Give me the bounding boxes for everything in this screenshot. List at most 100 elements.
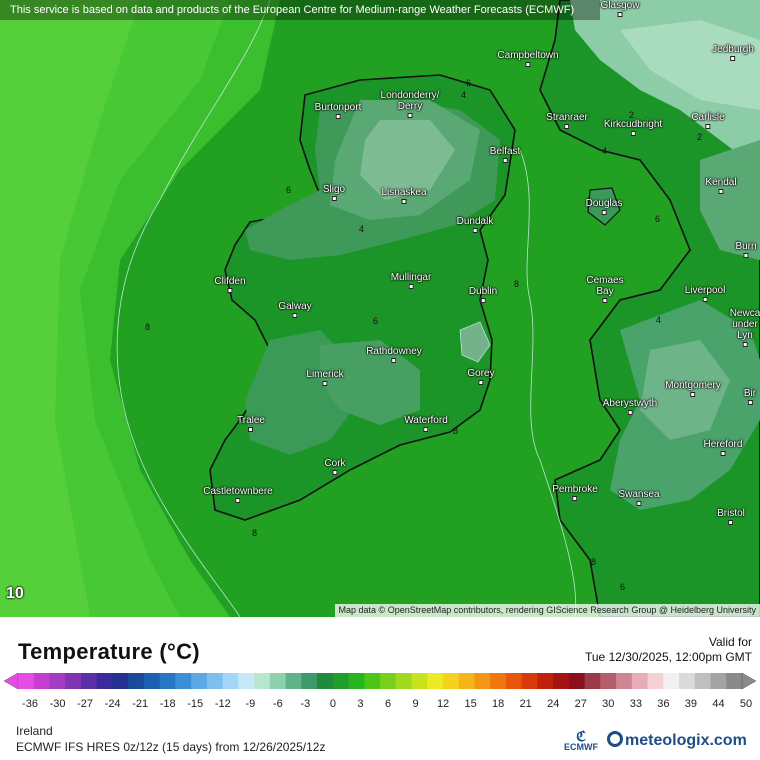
scale-tick-label: -21 [132,698,148,710]
city-label: Lisnaskea [381,187,427,204]
scale-swatch [568,673,586,689]
city-marker [502,158,508,163]
city-label: Bristol [717,508,745,525]
city-marker [401,199,407,204]
scale-swatch [442,673,460,689]
scale-swatch [521,673,538,689]
city-label: Douglas [586,198,622,215]
scale-tick-label: -24 [105,698,121,710]
valid-datetime: Tue 12/30/2025, 12:00pm GMT [585,650,752,664]
scale-swatch [505,673,523,689]
legend-title: Temperature (°C) [18,639,200,664]
contour-label: 2 [697,132,703,142]
city-label: Campbeltown [497,50,559,67]
city-label: Mullingar [391,272,431,289]
city-label: Glasgow [601,0,639,17]
scale-swatch [206,673,224,689]
contour-label: 6 [286,185,292,195]
scale-swatch [616,673,633,689]
scale-swatch [694,673,712,689]
city-marker [601,210,607,215]
city-label: Galway [278,301,312,318]
city-label: Gorey [467,368,495,385]
scale-tick-label: -15 [187,698,203,710]
valid-time: Valid for Tue 12/30/2025, 12:00pm GMT [585,635,752,665]
scale-swatch [332,673,350,689]
scale-tick-label: -30 [50,698,66,710]
city-marker [227,288,233,293]
city-label: Pembroke [552,484,598,501]
contour-label: 8 [453,426,459,436]
scale-tick-label: 39 [685,698,697,710]
city-label: Cork [324,458,346,475]
city-marker [292,313,298,318]
city-marker [630,131,636,136]
scale-swatch [553,673,570,689]
scale-swatch [726,673,743,689]
scale-swatch [584,673,601,689]
city-marker [720,451,726,456]
contour-label: 6 [620,582,626,592]
contour-label: 8 [145,322,151,332]
scale-tick-label: 27 [575,698,587,710]
city-marker [408,284,414,289]
city-label: Hereford [704,439,742,456]
contour-label: 8 [514,279,520,289]
region-label: Ireland [16,724,53,738]
ecmwf-icon: ℭ [576,728,586,744]
city-label: Dundalk [457,216,493,233]
city-label: Jedburgh [712,44,754,61]
city-label: Dublin [469,286,497,303]
city-label: Carlisle [691,112,725,129]
city-marker [627,410,633,415]
scale-tick-label: 18 [492,698,504,710]
scale-swatch [317,673,334,689]
model-info: ECMWF IFS HRES 0z/12z (15 days) from 12/… [16,740,326,754]
city-marker [728,520,734,525]
scale-tick-label: 9 [412,698,418,710]
scale-swatch [427,673,444,689]
scale-swatch [348,673,365,689]
city-marker [742,342,748,347]
scale-tick-label: 6 [385,698,391,710]
scale-tick-label: 30 [602,698,614,710]
scale-swatch [80,673,98,689]
scale-tick-label: -12 [215,698,231,710]
contour-label: 6 [373,316,379,326]
city-label: Aberystwyth [603,398,657,415]
scale-swatch [159,673,176,689]
city-label: Limerick [306,369,344,386]
contour-label: 6 [655,214,661,224]
meteologix-logo[interactable]: meteologix.com [607,731,747,750]
city-marker [572,496,578,501]
city-marker [690,392,696,397]
data-source-banner: This service is based on data and produc… [0,0,600,20]
scale-swatch [254,673,271,689]
scale-tick-label: 0 [330,698,336,710]
city-label: Stranraer [546,112,588,129]
scale-swatch [238,673,255,689]
scale-swatch [49,673,66,689]
city-marker [730,56,736,61]
scale-tick-label: -36 [22,698,38,710]
contour-label: 2 [629,110,635,120]
valid-label: Valid for [708,635,752,649]
map-panel[interactable]: This service is based on data and produc… [0,0,760,617]
scale-swatch [364,673,381,689]
scale-tick-label: 33 [630,698,642,710]
scale-swatch [301,673,318,689]
city-label: Kendal [705,177,737,194]
scale-swatch [175,673,192,689]
scale-swatch [143,673,161,689]
scale-tick-label: -9 [245,698,255,710]
city-label: Cemaes Bay [586,275,624,303]
city-marker [335,114,341,119]
city-label: Clifden [214,276,246,293]
scale-swatch [600,673,617,689]
scale-swatch [285,673,302,689]
scale-tick-label: 44 [712,698,724,710]
city-label: Kirkcudbright [604,119,662,136]
city-marker [423,427,429,432]
city-label: Rathdowney [366,346,422,363]
map-attribution[interactable]: Map data © OpenStreetMap contributors, r… [334,604,760,617]
